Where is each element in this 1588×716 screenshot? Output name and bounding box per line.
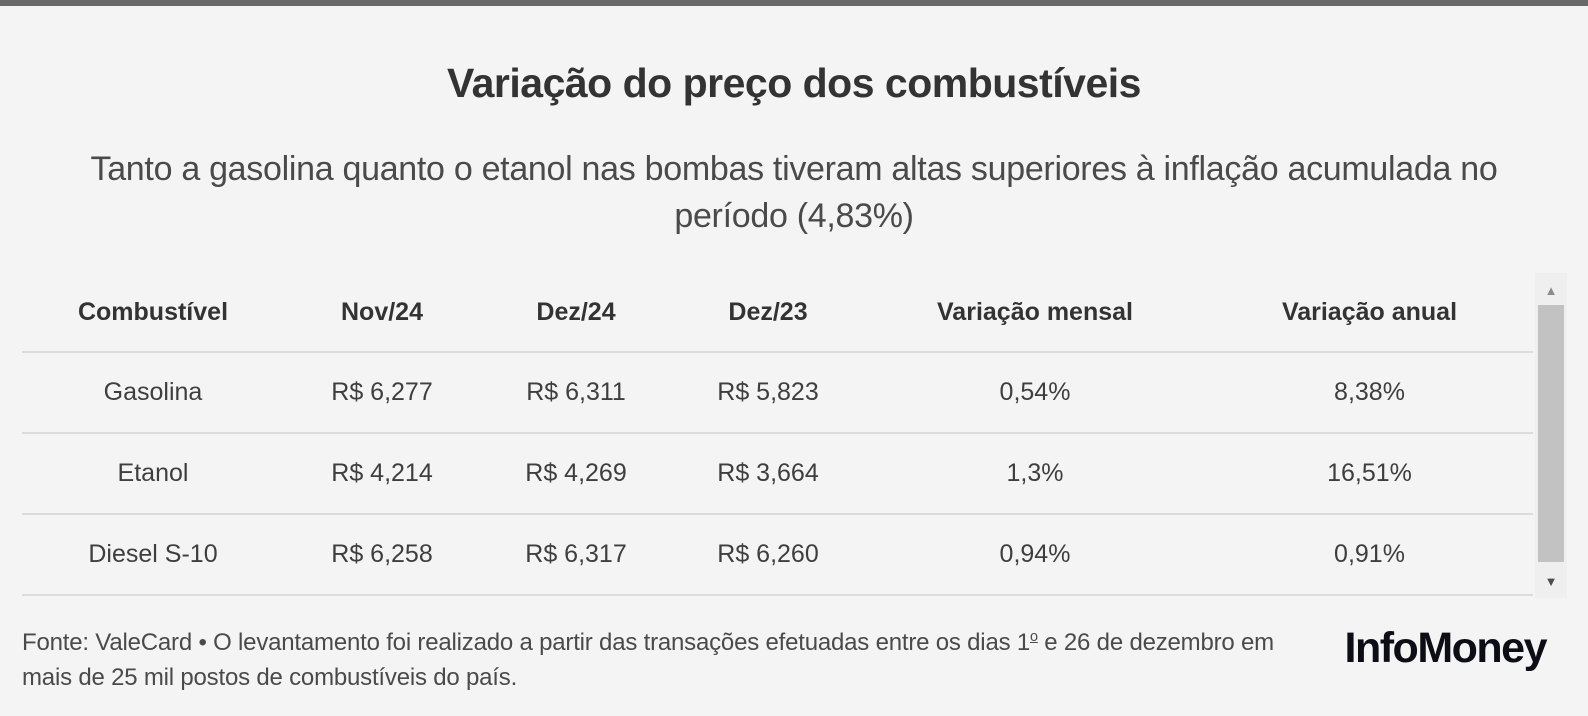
table-cell: R$ 4,214 (284, 432, 480, 514)
scrollbar-down-arrow-icon[interactable]: ▼ (1544, 574, 1558, 589)
fuel-price-table-area: Combustível Nov/24 Dez/24 Dez/23 Variação me… (22, 273, 1533, 598)
page-subtitle: Tanto a gasolina quanto o etanol nas bom… (90, 150, 1498, 235)
table-cell: 8,38% (1206, 351, 1533, 433)
column-header: Combustível (77, 297, 229, 326)
column-header: Nov/24 (341, 297, 423, 326)
table-cell: R$ 6,311 (480, 351, 672, 433)
table-cell: R$ 5,823 (672, 351, 864, 433)
top-accent-bar (0, 0, 1588, 6)
scrollbar-up-arrow-icon[interactable]: ▲ (1544, 283, 1558, 298)
table-row: Gasolina R$ 6,277 R$ 6,311 R$ 5,823 0,54% 8,3… (22, 351, 1533, 433)
table-cell: R$ 6,317 (480, 513, 672, 596)
ordinal-indicator: o (1030, 629, 1038, 645)
table-cell: R$ 4,269 (480, 432, 672, 514)
page-title: Variação do preço dos combustíveis (447, 60, 1141, 106)
table-header-row: Combustível Nov/24 Dez/24 Dez/23 Variação me… (22, 273, 1533, 352)
table-cell: 0,91% (1206, 513, 1533, 596)
table-cell: R$ 3,664 (672, 432, 864, 514)
column-header: Variação anual (1281, 297, 1458, 326)
column-header: Dez/23 (728, 297, 808, 326)
fuel-price-table: Combustível Nov/24 Dez/24 Dez/23 Variação me… (22, 273, 1533, 596)
column-header: Variação mensal (937, 297, 1133, 326)
source-note-text: Fonte: ValeCard • O levantamento foi rea… (22, 629, 1031, 656)
scrollbar-thumb[interactable] (1538, 305, 1564, 562)
table-header: Combustível Nov/24 Dez/24 Dez/23 Variação me… (22, 273, 1533, 352)
table-cell: 0,94% (864, 513, 1206, 596)
table-body: Gasolina R$ 6,277 R$ 6,311 R$ 5,823 0,54% 8,3… (22, 351, 1533, 596)
table-cell: Gasolina (22, 351, 284, 433)
source-note: Fonte: ValeCard • O levantamento foi rea… (22, 620, 1292, 695)
infomoney-logo: InfoMoney (1344, 624, 1548, 672)
table-cell: Diesel S-10 (22, 513, 284, 596)
column-header: Dez/24 (536, 297, 616, 326)
table-cell: 1,3% (864, 432, 1206, 514)
table-cell: 0,54% (864, 351, 1206, 433)
table-scrollbar[interactable]: ▲ ▼ (1535, 273, 1567, 598)
table-row: Diesel S-10 R$ 6,258 R$ 6,317 R$ 6,260 0,94%… (22, 513, 1533, 596)
table-cell: R$ 6,260 (672, 513, 864, 596)
table-cell: Etanol (22, 432, 284, 514)
table-cell: R$ 6,258 (284, 513, 480, 596)
table-row: Etanol R$ 4,214 R$ 4,269 R$ 3,664 1,3% 16,51% (22, 432, 1533, 514)
table-cell: 16,51% (1206, 432, 1533, 514)
table-cell: R$ 6,277 (284, 351, 480, 433)
source-note-text-cont: e 26 de dezembro em mais de 25 mil posto… (22, 629, 1274, 691)
